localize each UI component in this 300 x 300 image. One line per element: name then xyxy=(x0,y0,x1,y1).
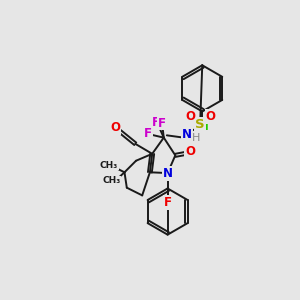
Text: F: F xyxy=(164,196,172,209)
Text: F: F xyxy=(144,127,152,140)
Text: O: O xyxy=(185,145,195,158)
Text: CH₃: CH₃ xyxy=(102,176,121,185)
Text: N: N xyxy=(182,128,192,141)
Text: Cl: Cl xyxy=(196,120,208,134)
Text: F: F xyxy=(158,116,166,130)
Text: O: O xyxy=(185,110,195,123)
Text: F: F xyxy=(152,116,160,129)
Text: O: O xyxy=(206,110,216,123)
Text: CH₃: CH₃ xyxy=(100,161,118,170)
Text: O: O xyxy=(110,121,120,134)
Text: H: H xyxy=(192,133,200,142)
Text: S: S xyxy=(195,118,205,131)
Text: N: N xyxy=(163,167,172,180)
